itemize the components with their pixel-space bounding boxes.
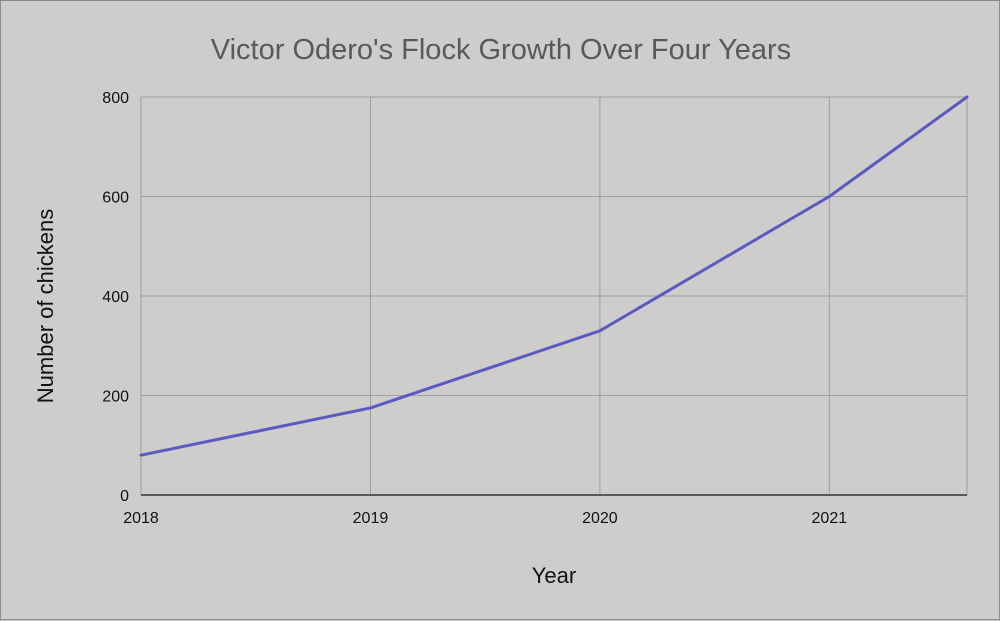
- chart-title: Victor Odero's Flock Growth Over Four Ye…: [211, 34, 791, 66]
- y-tick-label: 200: [102, 389, 129, 406]
- y-tick-label: 400: [102, 289, 129, 306]
- y-tick-label: 0: [120, 488, 129, 505]
- y-tick-label: 600: [102, 190, 129, 207]
- x-tick-label: 2019: [353, 510, 389, 527]
- y-axis-label: Number of chickens: [33, 209, 58, 403]
- x-tick-labels: 2018 2019 2020 2021: [123, 510, 847, 527]
- grid-lines: [140, 96, 968, 495]
- x-tick-label: 2018: [123, 510, 159, 527]
- x-tick-label: 2020: [582, 510, 618, 527]
- y-tick-label: 800: [102, 90, 129, 107]
- series-line: [139, 95, 969, 457]
- x-axis-label: Year: [532, 563, 576, 588]
- y-tick-labels: 0 200 400 600 800: [102, 90, 129, 505]
- x-tick-label: 2021: [812, 510, 848, 527]
- series-layer: [139, 95, 969, 457]
